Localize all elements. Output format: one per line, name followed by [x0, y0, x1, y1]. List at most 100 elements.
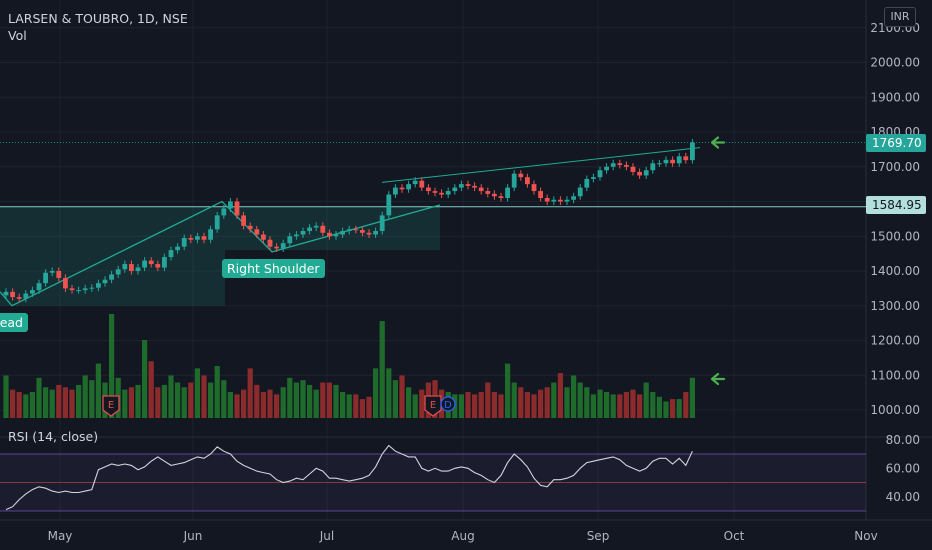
time-tick-label: Oct — [724, 529, 745, 543]
volume-bar — [518, 387, 524, 418]
candle-body — [426, 187, 431, 192]
volume-bar — [392, 380, 398, 418]
volume-bar — [69, 389, 75, 418]
volume-bar — [683, 392, 689, 418]
volume-bar — [386, 368, 392, 418]
candle-body — [208, 229, 213, 240]
rsi-indicator-label[interactable]: RSI (14, close) — [8, 429, 99, 444]
volume-bar — [511, 382, 517, 418]
candle-body — [135, 267, 141, 271]
volume-bar — [505, 363, 511, 418]
candle-body — [399, 187, 405, 190]
volume-arrow-icon — [710, 372, 726, 386]
candle-body — [353, 229, 359, 231]
volume-bar — [465, 392, 471, 418]
volume-bar — [663, 401, 669, 418]
volume-indicator-label[interactable]: Vol — [8, 28, 27, 43]
price-tick-label: 1200.00 — [870, 334, 920, 348]
candle-body — [43, 272, 48, 284]
candle-body — [49, 271, 55, 273]
candle-body — [676, 156, 682, 164]
right-shoulder-annotation[interactable]: Right Shoulder — [222, 259, 325, 278]
candle-body — [109, 274, 114, 280]
time-tick-label: Sep — [587, 529, 610, 543]
candle-body — [518, 173, 524, 178]
volume-bar — [340, 392, 346, 418]
volume-bar — [670, 399, 676, 418]
volume-bar — [3, 375, 9, 418]
candle-body — [445, 191, 451, 195]
candle-body — [188, 237, 194, 240]
candle-body — [333, 234, 339, 237]
volume-bar — [544, 387, 550, 418]
candle-body — [3, 291, 9, 296]
candle-body — [511, 173, 517, 188]
earnings-marker-label: E — [430, 400, 436, 411]
volume-bar — [56, 384, 62, 418]
volume-bar — [412, 394, 418, 418]
axes: 1000.00 1100.00 1200.00 1300.00 1400.00 1500.… — [48, 21, 920, 543]
volume-bar — [16, 392, 22, 418]
candle-body — [591, 177, 596, 179]
price-tick-label: 1100.00 — [870, 368, 920, 382]
candle-body — [313, 225, 319, 228]
price-tick-label: 1500.00 — [870, 229, 920, 243]
candle-body — [584, 178, 590, 188]
candle-body — [386, 194, 392, 216]
volume-bar — [478, 392, 484, 418]
volume-bar — [181, 387, 187, 418]
candle-body — [261, 234, 266, 240]
price-tick-label: 1300.00 — [870, 299, 920, 313]
candle-body — [637, 171, 642, 176]
candle-body — [30, 290, 35, 294]
volume-bar — [23, 394, 29, 418]
currency-badge[interactable]: INR — [884, 7, 916, 27]
candle-body — [492, 193, 497, 197]
candle-body — [624, 165, 629, 167]
volume-bar — [353, 394, 359, 418]
candle-body — [168, 250, 174, 258]
candle-body — [373, 231, 378, 235]
candle-body — [472, 185, 477, 188]
volume-bar — [458, 394, 464, 418]
volume-bar — [564, 387, 570, 418]
rsi-line — [5, 444, 693, 511]
candle-body — [657, 163, 662, 165]
volume-bar — [656, 396, 662, 418]
volume-bar — [128, 387, 134, 418]
candle-body — [478, 187, 484, 192]
candle-body — [63, 277, 68, 289]
candle-body — [142, 260, 147, 268]
dividend-marker-label: D — [444, 400, 452, 411]
candle-body — [419, 180, 425, 188]
volume-bar — [584, 387, 590, 418]
candle-body — [544, 198, 550, 202]
head-annotation[interactable]: Head — [0, 313, 28, 332]
volume-bar — [399, 375, 405, 418]
volume-bar — [689, 377, 695, 418]
candle-body — [23, 293, 29, 299]
volume-bar — [247, 368, 253, 418]
volume-bar — [109, 314, 115, 418]
volume-bar — [590, 394, 596, 418]
volume-bar — [406, 387, 412, 418]
volume-bar — [122, 389, 128, 418]
neckline-price-badge: 1584.95 — [866, 196, 926, 214]
volume-bar — [254, 384, 260, 418]
rsi-pane — [0, 444, 866, 512]
volume-bar — [604, 392, 610, 418]
volume-bar — [485, 382, 491, 418]
volume-bar — [194, 368, 200, 418]
candle-body — [254, 229, 260, 235]
candle-body — [214, 215, 220, 230]
symbol-title[interactable]: LARSEN & TOUBRO, 1D, NSE — [8, 11, 188, 26]
candle-body — [412, 180, 418, 185]
candle-body — [267, 239, 273, 247]
upper-trendline — [381, 147, 701, 183]
candle-body — [406, 184, 411, 190]
volume-bar — [676, 399, 682, 418]
earnings-marker — [102, 395, 120, 417]
candle-body — [241, 215, 246, 226]
candle-body — [683, 156, 689, 161]
